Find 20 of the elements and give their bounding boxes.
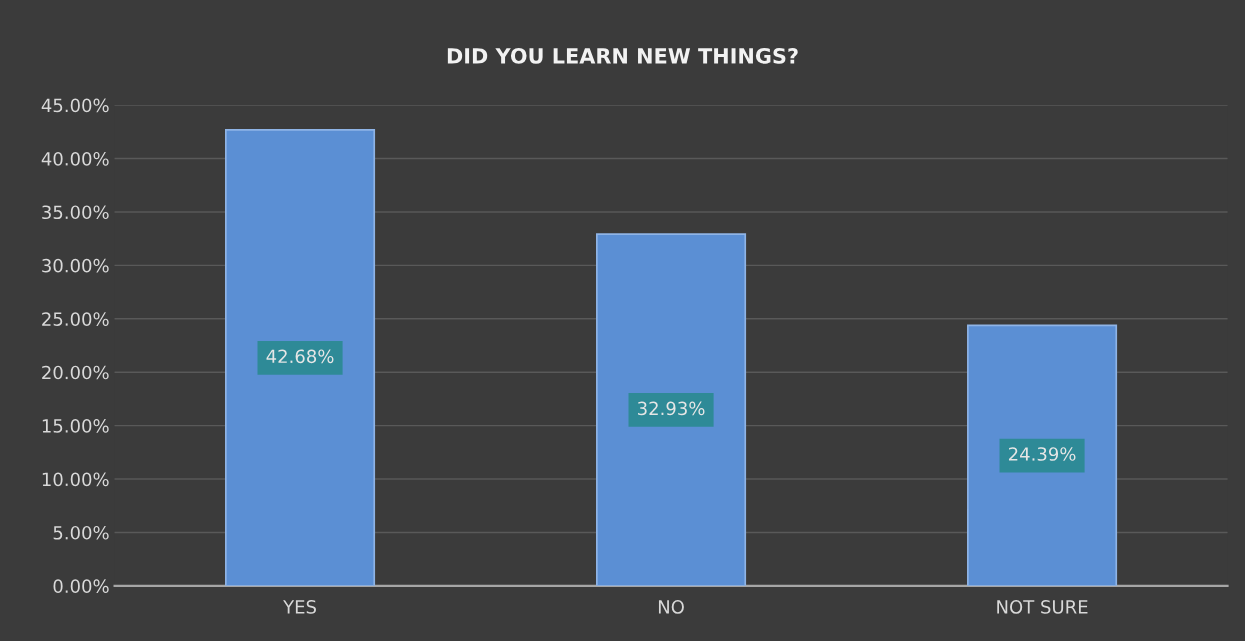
y-tick-label: 10.00%	[42, 472, 109, 487]
bar	[967, 324, 1118, 586]
y-tick-label: 5.00%	[53, 525, 109, 540]
data-label: 24.39%	[1008, 447, 1076, 461]
x-tick-label: NOT SURE	[997, 600, 1088, 614]
x-tick-label: NO	[658, 600, 684, 614]
chart-title: DID YOU LEARN NEW THINGS?	[447, 47, 798, 64]
data-label: 42.68%	[266, 349, 334, 364]
y-tick-label: 40.00%	[41, 152, 109, 166]
y-tick-label: 15.00%	[42, 419, 109, 433]
y-tick-label: 45.00%	[41, 98, 109, 113]
x-tick-label: YES	[283, 600, 316, 614]
bar	[225, 129, 376, 586]
y-tick-label: 25.00%	[42, 312, 109, 326]
bar	[596, 233, 747, 586]
y-tick-label: 0.00%	[53, 579, 109, 593]
y-tick-label: 30.00%	[42, 258, 109, 273]
data-label: 32.93%	[638, 401, 705, 416]
y-tick-label: 20.00%	[42, 365, 109, 380]
y-tick-label: 35.00%	[42, 205, 109, 220]
